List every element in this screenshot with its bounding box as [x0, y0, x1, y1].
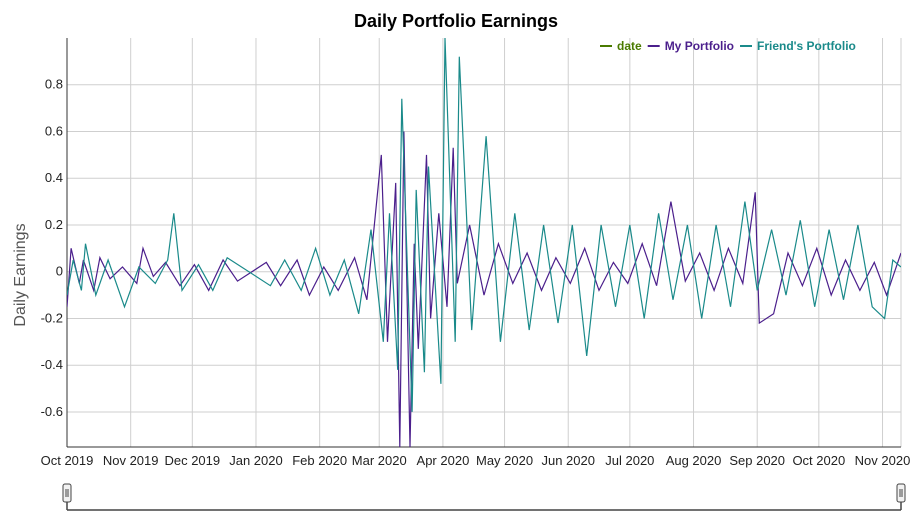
x-tick-label: Nov 2019: [103, 453, 159, 468]
legend-label: My Portfolio: [665, 39, 734, 53]
y-axis-ticks: 0.8 0.6 0.4 0.2 0 -0.2 -0.4 -0.6: [41, 77, 63, 419]
y-tick-label: 0.8: [45, 77, 63, 92]
x-tick-label: Feb 2020: [292, 453, 347, 468]
series-line: [67, 131, 901, 447]
x-tick-label: Apr 2020: [417, 453, 470, 468]
range-slider-left-handle[interactable]: [62, 483, 72, 503]
y-tick-label: -0.6: [41, 404, 63, 419]
chart-title: Daily Portfolio Earnings: [354, 11, 558, 31]
y-tick-label: 0: [56, 264, 63, 279]
x-tick-label: Dec 2019: [164, 453, 220, 468]
x-tick-label: Aug 2020: [666, 453, 722, 468]
x-tick-label: Oct 2020: [792, 453, 845, 468]
series-group: [67, 38, 901, 447]
legend-label: Friend's Portfolio: [757, 39, 856, 53]
y-tick-label: 0.2: [45, 217, 63, 232]
x-tick-label: May 2020: [476, 453, 533, 468]
x-tick-label: Jul 2020: [605, 453, 654, 468]
y-tick-label: -0.2: [41, 310, 63, 325]
range-slider-right-handle[interactable]: [896, 483, 906, 503]
legend: date My Portfolio Friend's Portfolio: [600, 39, 856, 53]
y-tick-label: -0.4: [41, 357, 63, 372]
y-tick-label: 0.6: [45, 123, 63, 138]
x-tick-label: Nov 2020: [855, 453, 911, 468]
grid: [66, 38, 902, 447]
y-tick-label: 0.4: [45, 170, 63, 185]
legend-label: date: [617, 39, 642, 53]
x-tick-label: Mar 2020: [352, 453, 407, 468]
x-tick-label: Oct 2019: [41, 453, 94, 468]
x-tick-label: Jun 2020: [541, 453, 595, 468]
range-slider[interactable]: [62, 483, 906, 511]
x-tick-label: Sep 2020: [729, 453, 785, 468]
x-tick-label: Jan 2020: [229, 453, 283, 468]
series-line: [67, 38, 901, 412]
y-axis-label: Daily Earnings: [12, 223, 29, 326]
x-axis-ticks: Oct 2019 Nov 2019 Dec 2019 Jan 2020 Feb 2020…: [41, 453, 911, 468]
